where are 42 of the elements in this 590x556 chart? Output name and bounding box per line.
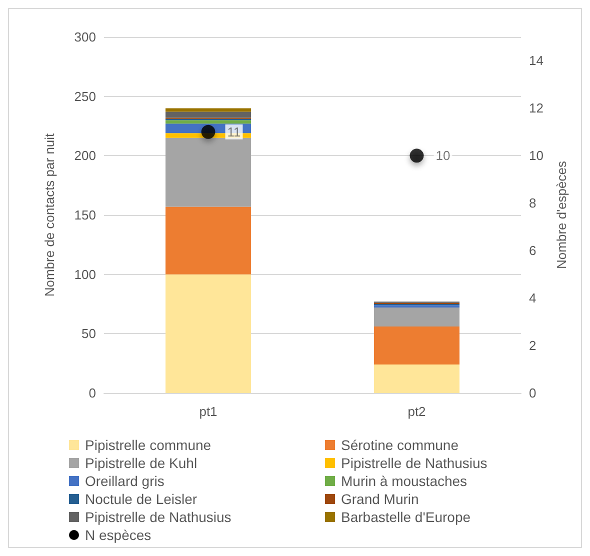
bar — [166, 112, 251, 118]
bar — [374, 364, 460, 393]
data-label: 10 — [436, 148, 450, 164]
legend-label: Pipistrelle de Nathusius — [85, 509, 232, 525]
y-tick-label: 50 — [82, 326, 96, 342]
y-axis-title: Nombre de contacts par nuit — [42, 132, 57, 297]
bar — [374, 326, 460, 365]
y2-tick-label: 6 — [529, 243, 536, 258]
y2-tick-label: 12 — [529, 100, 544, 116]
legend-label: Noctule de Leisler — [85, 491, 198, 507]
y-tick-label: 150 — [74, 208, 96, 222]
legend-label: Oreillard gris — [85, 473, 164, 489]
data-label: 11 — [227, 124, 241, 140]
bar — [166, 206, 251, 274]
y-tick-label: 200 — [74, 148, 96, 164]
y2-tick-label: 0 — [529, 386, 536, 400]
legend-label: Pipistrelle de Nathusius — [341, 455, 488, 471]
y2-tick-label: 8 — [529, 196, 536, 211]
bar — [166, 138, 251, 207]
legend-label: Pipistrelle commune — [85, 437, 212, 453]
y2-tick-label: 4 — [529, 290, 536, 306]
y2-tick-label: 10 — [529, 148, 544, 164]
x-tick-label: pt1 — [199, 404, 218, 419]
legend-label: Grand Murin — [341, 491, 419, 507]
x-tick-label: pt2 — [408, 404, 426, 419]
bar — [166, 274, 251, 393]
y2-tick-label: 2 — [529, 338, 536, 354]
y-tick-label: 100 — [74, 266, 96, 282]
y-tick-label: 0 — [88, 386, 96, 400]
legend-label: Murin à moustaches — [341, 473, 468, 489]
legend-label: Pipistrelle de Kuhl — [85, 455, 198, 471]
bar — [166, 120, 251, 124]
y2-tick-label: 14 — [529, 53, 544, 68]
y-tick-label: 300 — [74, 30, 96, 44]
legend-label: Sérotine commune — [341, 437, 459, 453]
y-tick-label: 250 — [74, 88, 96, 104]
bar — [374, 308, 460, 327]
bar — [166, 108, 251, 112]
legend-label: Barbastelle d'Europe — [341, 509, 471, 525]
legend-label: N espèces — [85, 527, 152, 543]
bar — [374, 305, 460, 308]
y2-axis-title: Nombre d'espèces — [554, 160, 569, 269]
